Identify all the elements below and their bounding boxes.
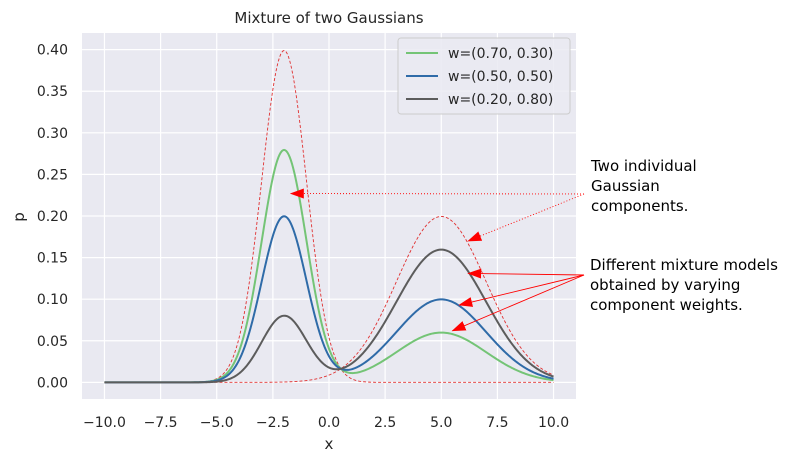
component-curve-2 (104, 215, 554, 383)
x-tick-label: −10.0 (83, 415, 126, 431)
y-axis-label: p (10, 212, 28, 222)
y-tick-label: 0.15 (37, 251, 68, 267)
x-tick-label: 0.0 (318, 415, 340, 431)
x-tick-label: −7.5 (144, 415, 178, 431)
y-tick-label: 0.35 (37, 84, 68, 100)
annotation-2-arrow-1 (467, 268, 585, 279)
legend-box (397, 37, 571, 115)
annotation-2-arrow-2 (458, 274, 585, 307)
annotation-2-line-1: Different mixture models (590, 256, 778, 274)
y-tick-label: 0.40 (37, 43, 68, 59)
x-tick-label: −2.5 (256, 415, 290, 431)
y-tick-label: 0.30 (37, 126, 68, 142)
annotation-1-line-1: Two individual (590, 157, 697, 175)
x-tick-label: 7.5 (486, 415, 508, 431)
legend-label-1: w=(0.70, 0.30) (448, 46, 553, 62)
annotations: Two individual Gaussian components. Differe… (289, 157, 778, 332)
x-tick-label: −5.0 (200, 415, 234, 431)
series-lines (104, 148, 554, 384)
y-tick-label: 0.25 (37, 167, 68, 183)
annotation-1-line-3: components. (591, 197, 688, 215)
y-tick-label: 0.05 (37, 334, 68, 350)
component-curves (104, 50, 554, 383)
annotation-2-line-2: obtained by varying (590, 276, 740, 294)
y-tick-label: 0.20 (37, 209, 68, 225)
x-tick-label: 2.5 (374, 415, 396, 431)
y-tick-label: 0.00 (37, 375, 68, 391)
annotation-2-line-3: component weights. (590, 296, 743, 314)
legend: w=(0.70, 0.30) w=(0.50, 0.50) w=(0.20, 0.8… (397, 37, 571, 115)
chart-title: Mixture of two Gaussians (234, 9, 423, 27)
legend-label-2: w=(0.50, 0.50) (448, 69, 553, 85)
y-tick-label: 0.10 (37, 292, 68, 308)
y-tick-labels: 0.00 0.05 0.10 0.15 0.20 0.25 0.30 0.35 0.40 (37, 43, 68, 392)
legend-label-3: w=(0.20, 0.80) (448, 92, 553, 108)
x-tick-labels: −10.0 −7.5 −5.0 −2.5 0.0 2.5 5.0 7.5 10.0 (83, 415, 569, 431)
x-tick-label: 5.0 (430, 415, 452, 431)
annotation-1-line-2: Gaussian (591, 177, 660, 195)
component-curve-1 (104, 50, 554, 383)
series-line-3 (104, 248, 554, 384)
annotation-2-arrow-3 (451, 274, 585, 332)
x-axis-label: x (325, 435, 334, 453)
x-tick-label: 10.0 (538, 415, 569, 431)
